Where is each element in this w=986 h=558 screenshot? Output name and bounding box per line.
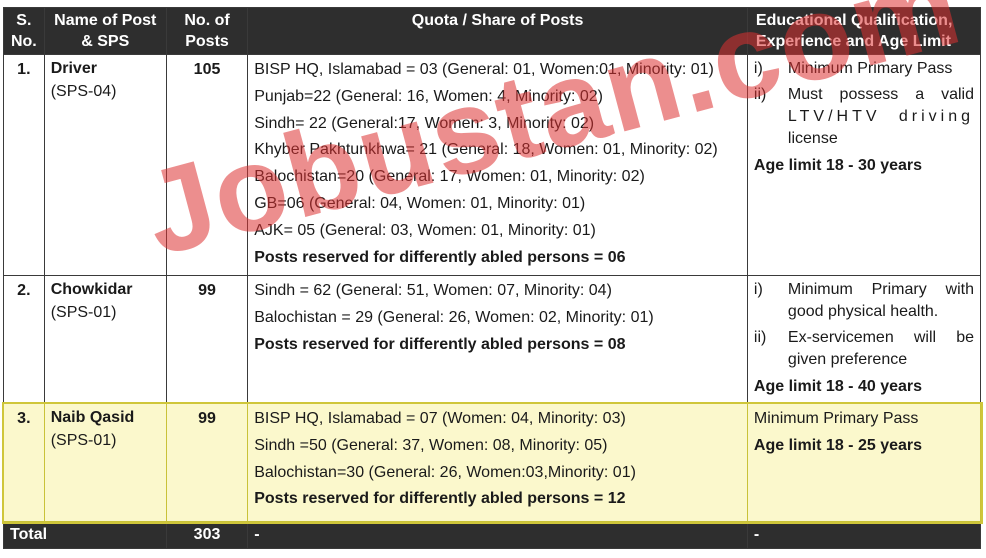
table-row-total: Total 303 - - [3,521,982,549]
quota-line: Balochistan = 29 (General: 26, Women: 02… [254,308,654,326]
row-quota-cell: BISP HQ, Islamabad = 07 (Women: 04, Mino… [247,403,748,522]
total-quota: - [247,521,748,549]
qualification-item: i) Minimum Primary Pass [754,58,974,80]
total-label: Total [3,521,167,549]
qualification-text: Minimum Primary Pass [787,60,953,77]
qualification-text: Minimum Primary with good physical healt… [787,281,974,320]
row-post-name-cell: Driver (SPS-04) [43,54,167,276]
row-posts: 99 [165,275,249,404]
row-qualification-cell: i) Minimum Primary Pass ii) Must possess… [746,54,982,276]
table-row-naib-qasid: 3. Naib Qasid (SPS-01) 99 BISP HQ, Islam… [1,401,983,524]
header-posts: No. of Posts [165,7,249,55]
table-row-chowkidar: 2. Chowkidar (SPS-01) 99 Sindh = 62 (Gen… [3,275,982,404]
age-limit: Age limit 18 - 40 years [753,378,923,395]
qualification-text-part: LTV/HTV driving [787,108,974,125]
quota-line: BISP HQ, Islamabad = 03 (General: 01, Wo… [254,61,714,78]
post-sps: (SPS-01) [50,304,117,321]
quota-line: Sindh = 62 (General: 51, Women: 07, Mino… [254,282,612,299]
qualification-text: Minimum Primary Pass [753,410,919,427]
row-posts: 99 [165,403,249,522]
header-quota: Quota / Share of Posts [247,7,748,55]
row-post-name-cell: Chowkidar (SPS-01) [43,275,167,404]
reserved-posts: Posts reserved for differently abled per… [254,248,626,266]
header-name: Name of Post & SPS [43,7,167,55]
qualification-item: ii) Must possess a valid LTV/HTV driving… [754,84,974,150]
row-posts: 105 [165,54,249,276]
quota-line: Sindh= 22 (General:17, Women: 3, Minorit… [254,114,595,132]
post-sps: (SPS-01) [50,432,117,449]
post-name: Naib Qasid [50,409,135,426]
qualification-text-part: Must possess a valid [787,86,974,103]
qualification-number: ii) [753,329,767,346]
quota-line: Khyber Pakhtunkhwa= 21 (General: 18, Wom… [254,141,718,159]
quota-line: AJK= 05 (General: 03, Women: 01, Minorit… [254,221,596,239]
post-name: Chowkidar [50,281,133,298]
row-quota-cell: Sindh = 62 (General: 51, Women: 07, Mino… [247,275,748,404]
reserved-posts: Posts reserved for differently abled per… [254,335,626,353]
age-limit: Age limit 18 - 25 years [753,437,923,454]
quota-line: Sindh =50 (General: 37, Women: 08, Minor… [254,436,608,454]
total-qualification: - [746,521,982,549]
qualification-text: Must possess a valid LTV/HTV driving lic… [788,84,974,150]
row-qualification-cell: Minimum Primary Pass Age limit 18 - 25 y… [746,403,982,522]
total-posts: 303 [165,521,249,549]
qualification-text: Ex-servicemen will be given preference [787,329,974,368]
table-row-driver: 1. Driver (SPS-04) 105 BISP HQ, Islamaba… [3,54,982,276]
qualification-number: i) [753,60,763,77]
age-limit: Age limit 18 - 30 years [753,157,923,174]
quota-line: Balochistan=20 (General: 17, Women: 01, … [254,168,645,186]
row-qualification-cell: i) Minimum Primary with good physical he… [746,275,982,404]
post-sps: (SPS-04) [50,83,117,100]
row-post-name-cell: Naib Qasid (SPS-01) [43,403,167,522]
qualification-number: ii) [753,86,767,103]
reserved-posts: Posts reserved for differently abled per… [254,490,626,508]
quota-line: BISP HQ, Islamabad = 07 (Women: 04, Mino… [254,410,626,427]
jobs-quota-table: S. No. Name of Post & SPS No. of Posts Q… [1,7,983,549]
row-sno: 1. [3,54,45,276]
post-name: Driver [50,60,97,77]
row-quota-cell: BISP HQ, Islamabad = 03 (General: 01, Wo… [247,54,748,276]
table-header-row: S. No. Name of Post & SPS No. of Posts Q… [3,7,982,55]
qualification-text-part: license [787,130,838,147]
qualification-item: i) Minimum Primary with good physical he… [754,279,974,323]
quota-line: Punjab=22 (General: 16, Women: 4, Minori… [254,87,604,105]
quota-line: GB=06 (General: 04, Women: 01, Minority:… [254,194,586,212]
quota-line: Balochistan=30 (General: 26, Women:03,Mi… [254,463,636,481]
qualification-item: ii) Ex-servicemen will be given preferen… [754,327,974,371]
header-sno: S. No. [3,7,45,55]
row-sno: 3. [3,403,45,522]
header-qualification: Educational Qualification, Experience an… [746,7,982,55]
row-sno: 2. [3,275,45,404]
qualification-number: i) [753,281,763,298]
